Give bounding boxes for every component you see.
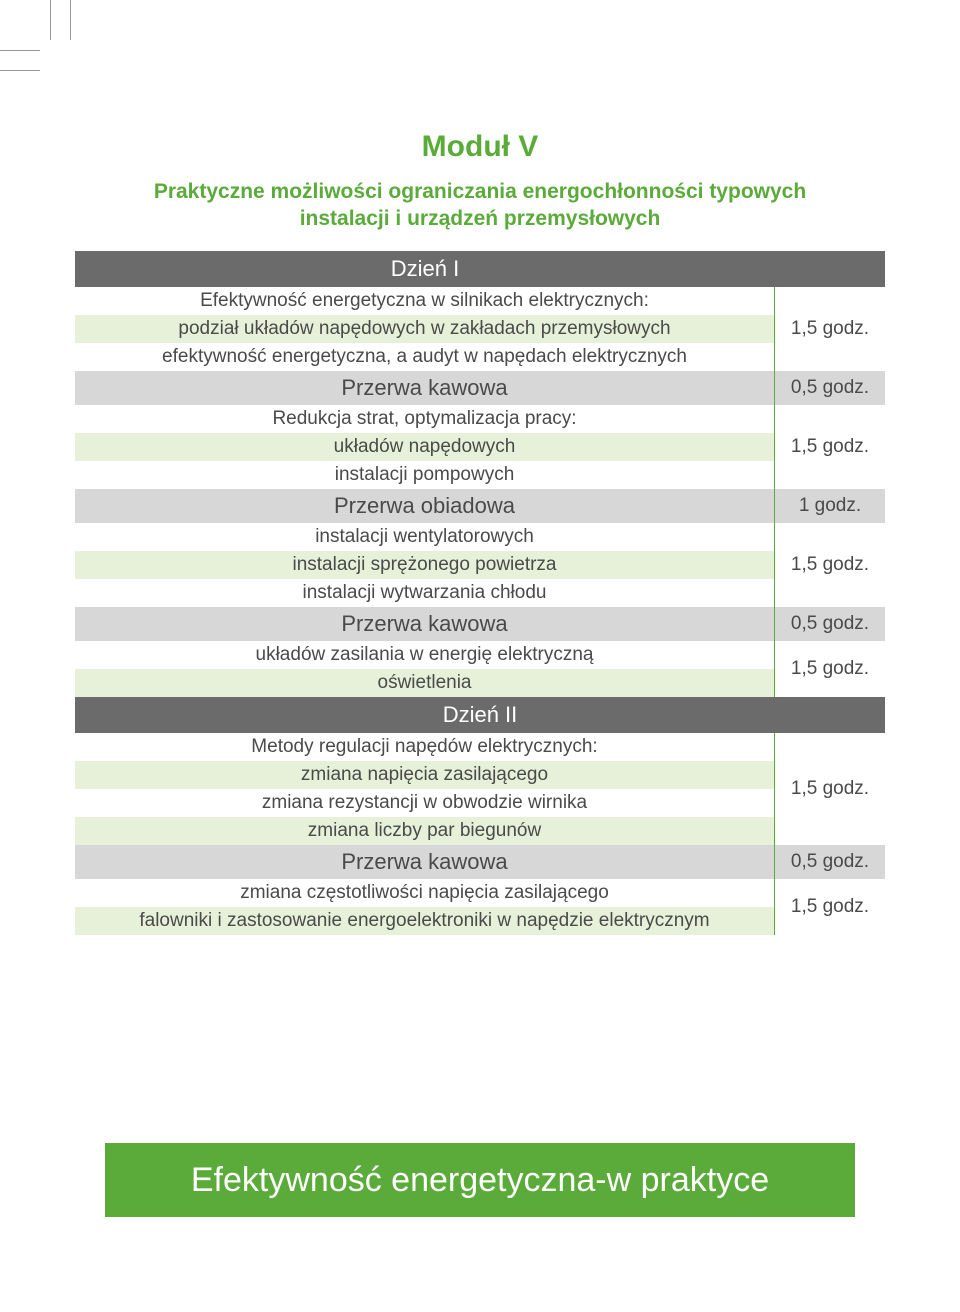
break-duration: 0,5 godz. [775, 371, 885, 405]
schedule-line: Efektywność energetyczna w silnikach ele… [75, 287, 774, 315]
break-row: Przerwa obiadowa1 godz. [75, 489, 885, 523]
block-duration: 1,5 godz. [775, 879, 885, 935]
schedule-line: zmiana napięcia zasilającego [75, 761, 774, 789]
block-duration: 1,5 godz. [775, 641, 885, 697]
schedule-line: instalacji sprężonego powietrza [75, 551, 774, 579]
content-block: układów zasilania w energię elektrycznąo… [75, 641, 885, 697]
day2-header: Dzień II [75, 697, 885, 733]
page-content: Moduł V Praktyczne możliwości ograniczan… [75, 95, 885, 1217]
break-label: Przerwa obiadowa [75, 489, 775, 523]
crop-mark [0, 50, 40, 51]
module-title: Moduł V [75, 130, 885, 164]
crop-mark [50, 0, 51, 40]
schedule-line: falowniki i zastosowanie energoelektroni… [75, 907, 774, 935]
content-block: Efektywność energetyczna w silnikach ele… [75, 287, 885, 371]
content-block: Redukcja strat, optymalizacja pracy:ukła… [75, 405, 885, 489]
break-row: Przerwa kawowa0,5 godz. [75, 845, 885, 879]
schedule-line: Metody regulacji napędów elektrycznych: [75, 733, 774, 761]
schedule-line: instalacji wentylatorowych [75, 523, 774, 551]
crop-mark [70, 0, 71, 40]
block-duration: 1,5 godz. [775, 733, 885, 845]
break-label: Przerwa kawowa [75, 607, 775, 641]
break-duration: 1 godz. [775, 489, 885, 523]
day1-header: Dzień I [75, 251, 775, 287]
day1-body: Efektywność energetyczna w silnikach ele… [75, 287, 885, 697]
schedule-line: zmiana liczby par biegunów [75, 817, 774, 845]
break-duration: 0,5 godz. [775, 607, 885, 641]
break-row: Przerwa kawowa0,5 godz. [75, 607, 885, 641]
block-lines: Efektywność energetyczna w silnikach ele… [75, 287, 775, 371]
footer-bar: Efektywność energetyczna-w praktyce [105, 1143, 855, 1217]
schedule-table: Dzień I Efektywność energetyczna w silni… [75, 251, 885, 935]
schedule-line: instalacji wytwarzania chłodu [75, 579, 774, 607]
break-label: Przerwa kawowa [75, 371, 775, 405]
day1-header-spacer [775, 251, 885, 287]
block-duration: 1,5 godz. [775, 523, 885, 607]
content-block: instalacji wentylatorowychinstalacji spr… [75, 523, 885, 607]
schedule-line: oświetlenia [75, 669, 774, 697]
block-duration: 1,5 godz. [775, 405, 885, 489]
schedule-line: układów zasilania w energię elektryczną [75, 641, 774, 669]
schedule-line: układów napędowych [75, 433, 774, 461]
block-lines: Redukcja strat, optymalizacja pracy:ukła… [75, 405, 775, 489]
day-header-row: Dzień I [75, 251, 885, 287]
schedule-line: Redukcja strat, optymalizacja pracy: [75, 405, 774, 433]
crop-mark [0, 70, 40, 71]
block-duration: 1,5 godz. [775, 287, 885, 371]
schedule-line: instalacji pompowych [75, 461, 774, 489]
content-block: Metody regulacji napędów elektrycznych:z… [75, 733, 885, 845]
module-subtitle: Praktyczne możliwości ograniczania energ… [75, 178, 885, 233]
schedule-line: podział układów napędowych w zakładach p… [75, 315, 774, 343]
schedule-line: zmiana rezystancji w obwodzie wirnika [75, 789, 774, 817]
day2-body: Metody regulacji napędów elektrycznych:z… [75, 733, 885, 935]
content-block: zmiana częstotliwości napięcia zasilając… [75, 879, 885, 935]
break-row: Przerwa kawowa0,5 godz. [75, 371, 885, 405]
block-lines: układów zasilania w energię elektrycznąo… [75, 641, 775, 697]
block-lines: zmiana częstotliwości napięcia zasilając… [75, 879, 775, 935]
break-label: Przerwa kawowa [75, 845, 775, 879]
break-duration: 0,5 godz. [775, 845, 885, 879]
schedule-line: zmiana częstotliwości napięcia zasilając… [75, 879, 774, 907]
block-lines: Metody regulacji napędów elektrycznych:z… [75, 733, 775, 845]
block-lines: instalacji wentylatorowychinstalacji spr… [75, 523, 775, 607]
schedule-line: efektywność energetyczna, a audyt w napę… [75, 343, 774, 371]
